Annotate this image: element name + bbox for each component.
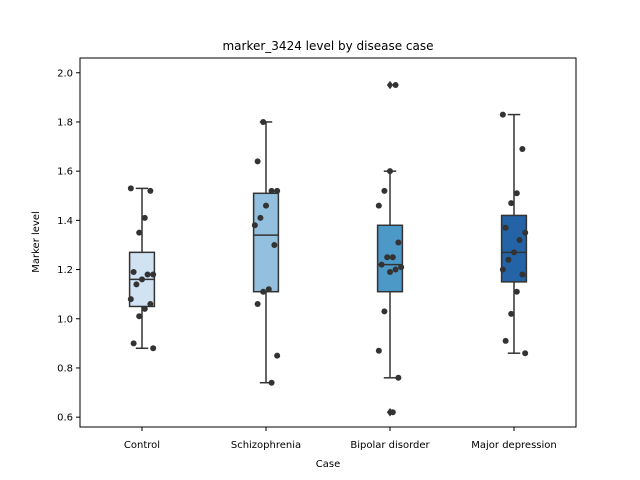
- data-point: [139, 276, 145, 283]
- box-group-3: [375, 80, 405, 417]
- y-tick-label: 1.6: [57, 167, 73, 178]
- data-point: [274, 187, 281, 194]
- data-point: [375, 202, 382, 209]
- data-point: [136, 313, 143, 320]
- chart-title: marker_3424 level by disease case: [222, 39, 433, 53]
- data-point: [265, 286, 272, 293]
- data-point: [381, 308, 388, 315]
- data-point: [260, 288, 267, 295]
- data-point: [395, 239, 402, 246]
- y-tick-label: 1.0: [57, 314, 73, 325]
- data-point: [384, 254, 391, 261]
- y-tick-label: 1.2: [57, 265, 73, 276]
- data-point: [274, 352, 281, 359]
- data-point: [263, 202, 269, 209]
- data-point: [522, 350, 529, 357]
- data-point: [398, 264, 405, 271]
- box-group-4: [499, 111, 529, 357]
- data-point: [511, 249, 517, 256]
- data-point: [505, 256, 512, 263]
- y-tick-label: 1.4: [57, 216, 73, 227]
- data-point: [136, 229, 143, 236]
- data-point: [519, 146, 526, 153]
- data-point: [519, 271, 526, 278]
- data-point: [260, 118, 267, 125]
- x-tick-label: Control: [124, 440, 160, 451]
- data-point: [389, 409, 396, 416]
- y-tick-label: 2.0: [57, 68, 73, 79]
- data-point: [257, 214, 264, 221]
- data-point: [150, 345, 157, 352]
- data-point: [387, 269, 393, 276]
- x-tick-label: Major depression: [471, 440, 557, 451]
- data-point: [127, 296, 134, 303]
- data-point: [254, 158, 261, 165]
- data-point: [268, 379, 275, 386]
- data-point: [387, 168, 393, 175]
- data-point: [150, 271, 157, 278]
- x-tick-label: Schizophrenia: [231, 440, 301, 451]
- data-point: [502, 337, 509, 344]
- data-point: [268, 187, 275, 194]
- data-point: [392, 82, 399, 89]
- box: [376, 224, 404, 293]
- data-point: [508, 200, 515, 207]
- y-tick-label: 0.8: [57, 363, 73, 374]
- box-group-1: [127, 185, 157, 352]
- data-point: [141, 214, 148, 221]
- y-tick-label: 0.6: [57, 413, 73, 424]
- data-point: [395, 374, 402, 381]
- box-group-2: [251, 118, 281, 386]
- data-point: [147, 301, 154, 307]
- data-point: [516, 237, 523, 244]
- data-point: [271, 241, 278, 248]
- data-point: [389, 254, 396, 261]
- y-axis-label: Marker level: [31, 211, 42, 273]
- data-point: [147, 187, 154, 194]
- data-point: [392, 266, 399, 273]
- data-point: [375, 347, 382, 354]
- plot-frame: [79, 57, 577, 428]
- data-point: [144, 271, 151, 278]
- y-tick-label: 1.8: [57, 117, 73, 128]
- data-point: [499, 266, 506, 273]
- data-point: [499, 111, 506, 118]
- data-point: [254, 301, 261, 307]
- data-point: [508, 310, 515, 317]
- data-point: [381, 187, 388, 194]
- x-tick-label: Bipolar disorder: [350, 440, 430, 451]
- data-point: [133, 281, 140, 288]
- plot-area: [80, 58, 576, 427]
- data-point: [130, 269, 137, 276]
- data-point: [522, 229, 529, 236]
- x-axis-label: Case: [316, 459, 340, 470]
- data-point: [251, 222, 258, 229]
- outlier-marker: [386, 80, 394, 90]
- data-point: [513, 288, 520, 295]
- data-point: [127, 185, 134, 192]
- data-point: [378, 261, 385, 268]
- data-point: [513, 190, 520, 197]
- data-point: [130, 340, 137, 347]
- data-point: [141, 305, 148, 312]
- data-point: [502, 224, 509, 231]
